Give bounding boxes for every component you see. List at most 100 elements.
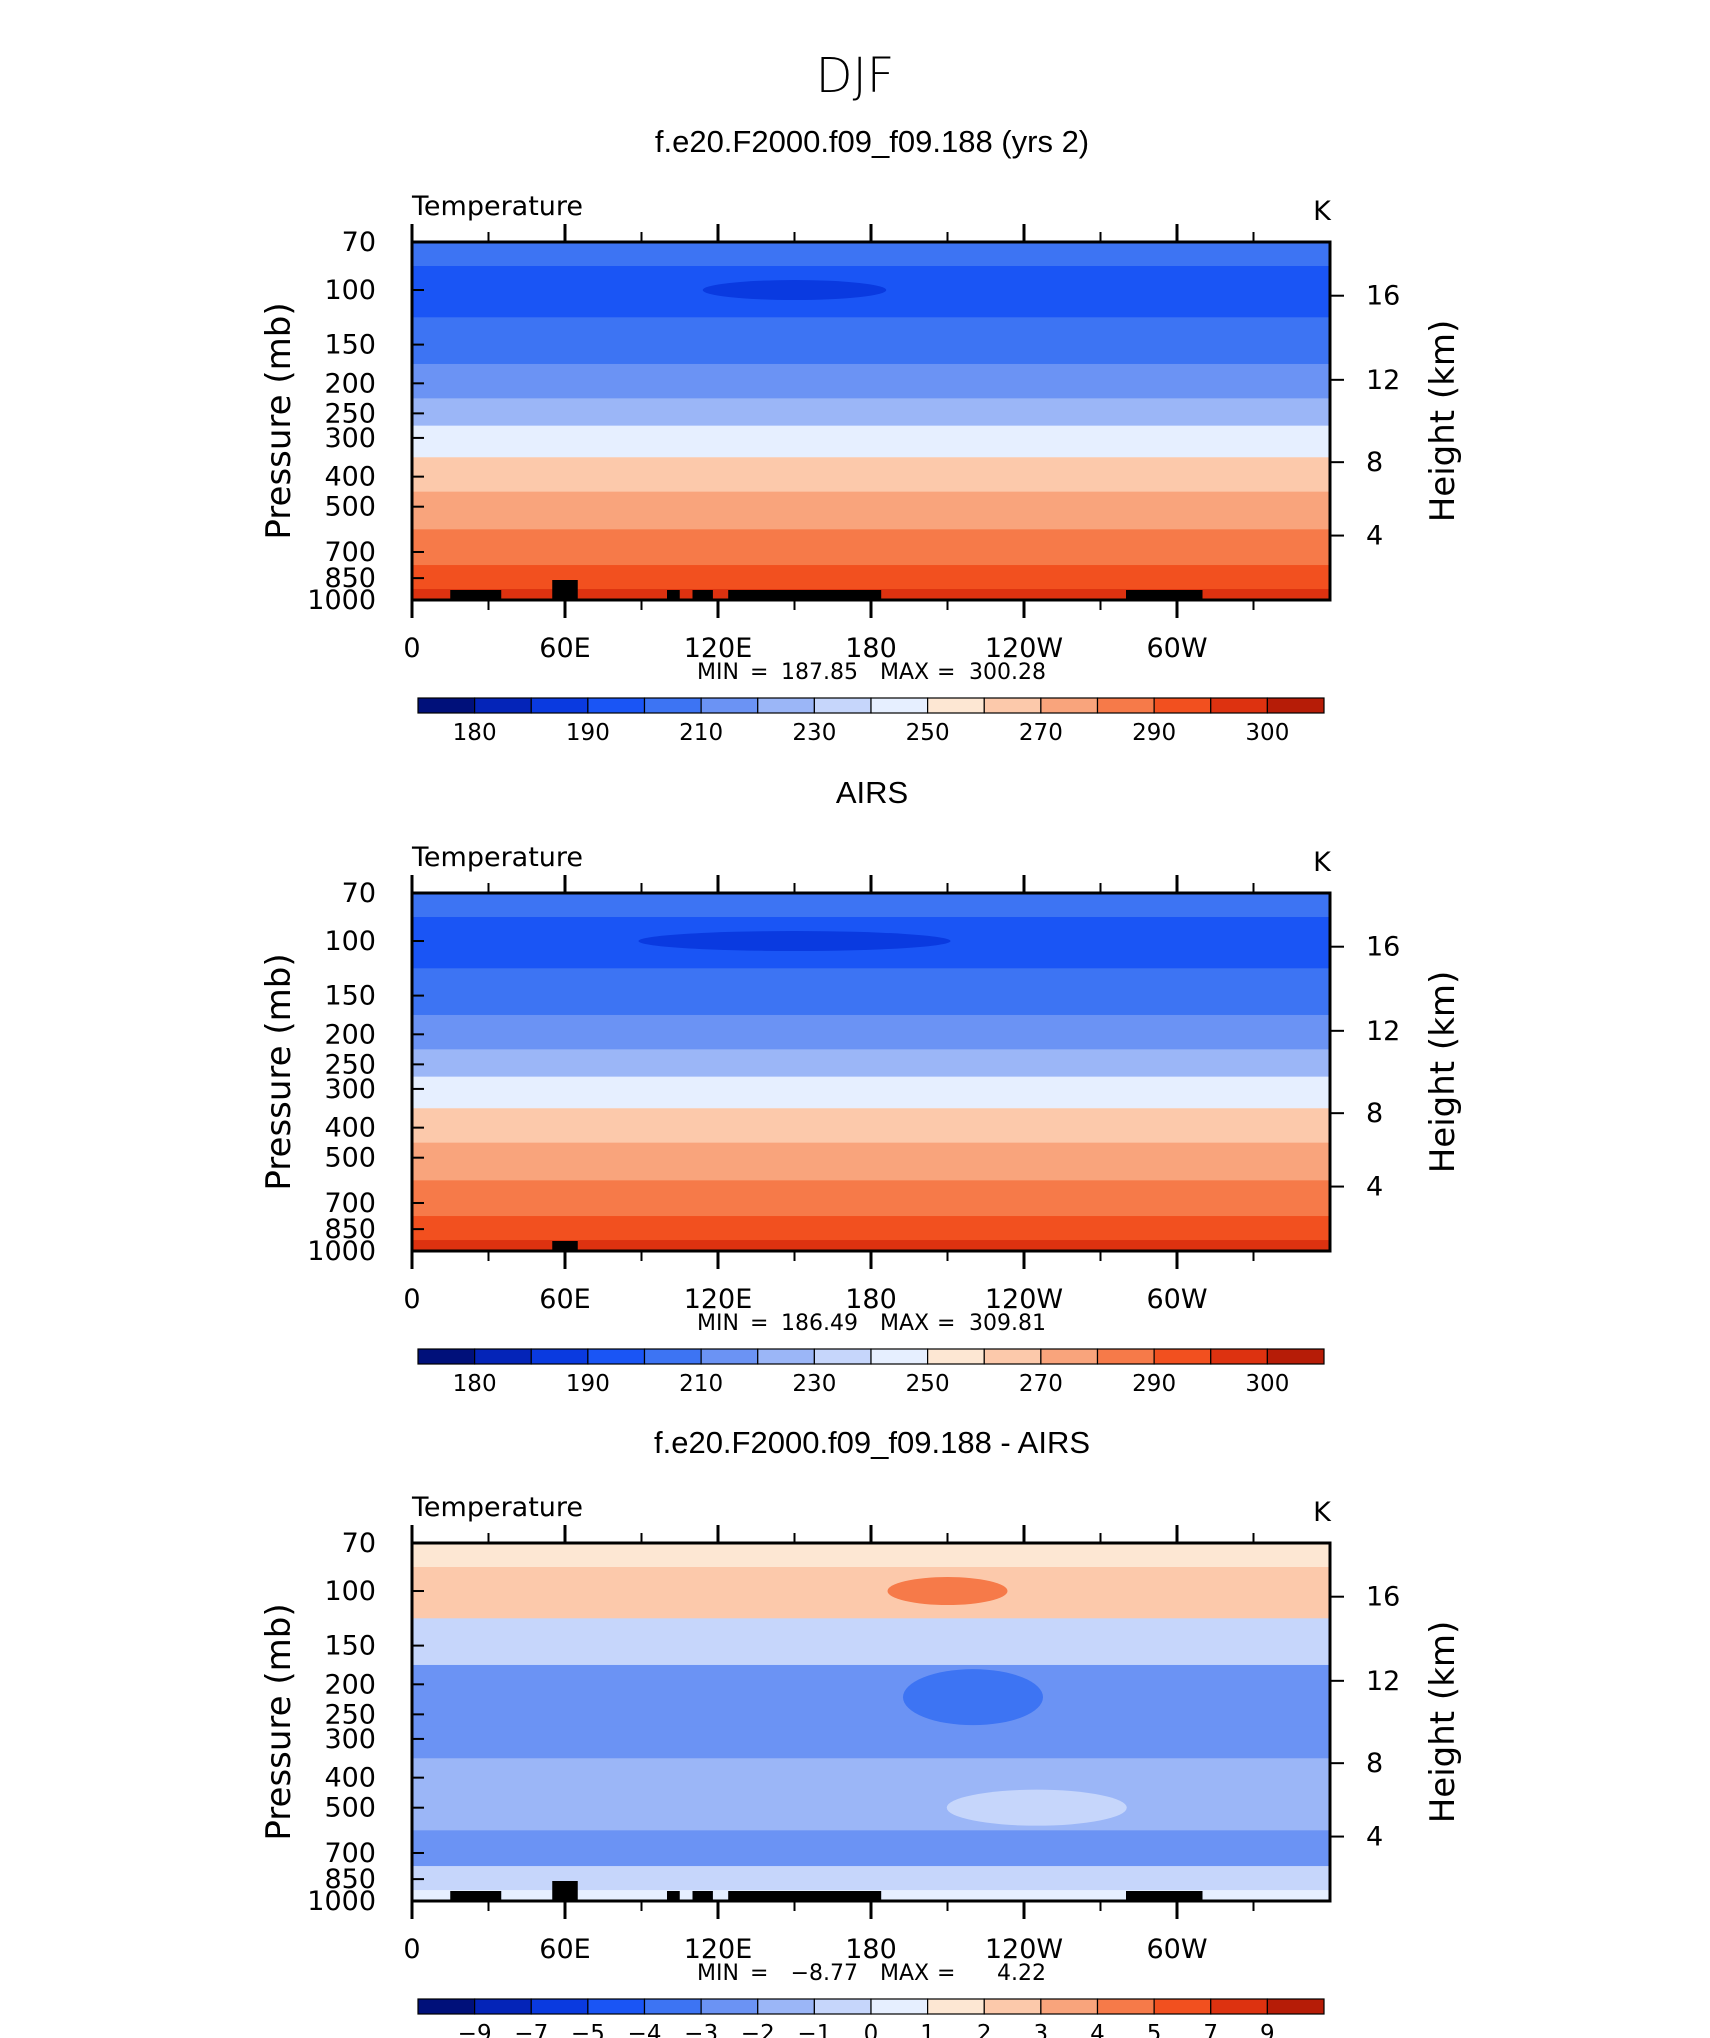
y-right-tick-label: 16 — [1366, 281, 1400, 312]
colorbar-box — [1153, 1998, 1212, 2015]
colorbar-box — [1210, 1998, 1268, 2015]
topography — [552, 1241, 578, 1251]
colorbar-box — [643, 1348, 702, 1365]
contour-band — [412, 1830, 1330, 1868]
topography — [552, 1881, 578, 1901]
colorbar-box — [927, 697, 985, 714]
y-tick-label: 400 — [324, 462, 376, 493]
colorbar-label: 190 — [566, 720, 610, 746]
colorbar-label: 250 — [906, 720, 950, 746]
colorbar-label: 190 — [566, 1371, 610, 1397]
variable-label: Temperature — [411, 1492, 583, 1523]
contour-band — [412, 425, 1330, 459]
contour-band — [412, 529, 1330, 567]
contour-band — [412, 893, 1330, 919]
y-tick-label: 500 — [324, 1793, 376, 1824]
colorbar-box — [587, 697, 646, 714]
cold-core — [638, 931, 951, 952]
contour-band — [412, 1792, 1330, 1832]
y-right-tick-label: 16 — [1366, 1582, 1400, 1613]
colorbar-label: −1 — [797, 2021, 831, 2038]
colorbar-box — [417, 697, 476, 714]
colorbar-label: 290 — [1132, 720, 1176, 746]
colorbar-label: 270 — [1019, 1371, 1063, 1397]
y-right-tick-label: 16 — [1366, 932, 1400, 963]
y-axis-title: Pressure (mb) — [259, 1603, 299, 1840]
cold-core — [702, 280, 887, 301]
contour-band — [412, 1543, 1330, 1569]
y-tick-label: 250 — [324, 398, 376, 429]
max-label: MAX — [880, 1311, 929, 1336]
contour-band — [412, 1216, 1330, 1242]
x-tick-label: 60E — [539, 1284, 590, 1315]
colorbar-label: −9 — [458, 2021, 492, 2038]
colorbar-label: 210 — [679, 720, 723, 746]
topography — [1126, 590, 1203, 600]
min-label: MIN — [697, 1311, 739, 1336]
max-label: MAX — [880, 1961, 929, 1986]
x-tick-label: 0 — [403, 633, 420, 664]
y-tick-label: 850 — [324, 1214, 376, 1245]
contour-band — [412, 1726, 1330, 1760]
x-tick-label: 120W — [985, 633, 1063, 664]
colorbar-label: 0 — [864, 2021, 879, 2038]
colorbar-label: 230 — [792, 720, 836, 746]
contour-band — [412, 1076, 1330, 1110]
y-tick-label: 150 — [324, 1631, 376, 1662]
colorbar-box — [1096, 697, 1155, 714]
colorbar-box — [870, 1998, 929, 2015]
x-tick-label: 120W — [985, 1934, 1063, 1965]
max-equals: = — [937, 1961, 955, 1986]
min-label: MIN — [697, 1961, 739, 1986]
colorbar-box — [530, 1348, 589, 1365]
colorbar-label: 300 — [1245, 720, 1289, 746]
colorbar-box — [700, 697, 759, 714]
contour-band — [412, 317, 1330, 365]
topography — [667, 1891, 680, 1901]
x-tick-label: 60E — [539, 633, 590, 664]
y-right-axis-title: Height (km) — [1423, 320, 1463, 523]
contour-bands — [412, 1543, 1330, 1901]
colorbar-label: 3 — [1034, 2021, 1049, 2038]
colorbar-label: 4 — [1090, 2021, 1105, 2038]
contour-band — [412, 363, 1330, 400]
contour-band — [412, 1180, 1330, 1218]
min-equals: = — [750, 1311, 768, 1336]
colorbar-box — [700, 1348, 759, 1365]
panel-title: AIRS — [836, 775, 908, 810]
x-tick-label: 180 — [845, 1934, 897, 1965]
contour-band — [412, 1618, 1330, 1666]
y-tick-label: 700 — [324, 537, 376, 568]
colorbar-box — [1266, 1348, 1325, 1365]
topography — [667, 590, 680, 600]
colorbar-box — [1210, 1348, 1268, 1365]
colorbar-label: 270 — [1019, 720, 1063, 746]
cold-anomaly — [903, 1669, 1043, 1726]
min-value: 187.85 — [781, 660, 858, 685]
y-tick-label: 250 — [324, 1699, 376, 1730]
colorbar-label: 7 — [1203, 2021, 1218, 2038]
topography — [450, 1891, 502, 1901]
contour-band — [412, 1866, 1330, 1892]
colorbar-box — [1266, 697, 1325, 714]
colorbar-box — [417, 1998, 476, 2015]
weak-anomaly — [946, 1789, 1127, 1826]
contour-band — [412, 1567, 1330, 1620]
max-value: 300.28 — [969, 660, 1046, 685]
y-tick-label: 700 — [324, 1188, 376, 1219]
colorbar-box — [1040, 1998, 1099, 2015]
colorbar-box — [983, 1998, 1042, 2015]
figure-title: DJF — [816, 48, 895, 104]
y-right-axis-title: Height (km) — [1423, 1621, 1463, 1824]
colorbar-box — [643, 1998, 702, 2015]
colorbar-label: −4 — [628, 2021, 662, 2038]
y-right-tick-label: 8 — [1366, 1748, 1383, 1779]
max-equals: = — [937, 1311, 955, 1336]
colorbar-label: 180 — [453, 720, 497, 746]
min-value: 186.49 — [781, 1311, 858, 1336]
colorbar-box — [1210, 697, 1268, 714]
colorbar-box — [1266, 1998, 1325, 2015]
y-tick-label: 850 — [324, 1864, 376, 1895]
contour-band — [412, 491, 1330, 531]
topography — [450, 590, 502, 600]
